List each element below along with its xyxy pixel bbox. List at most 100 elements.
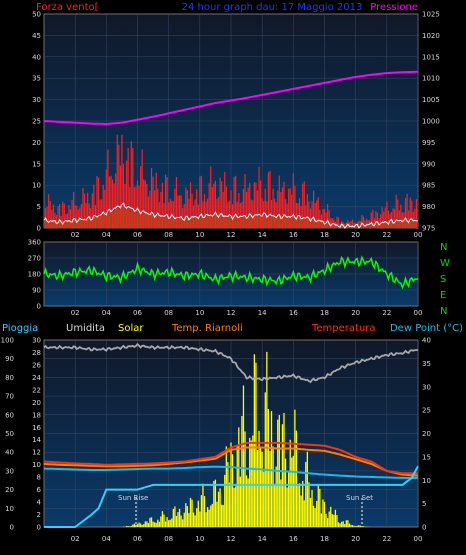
solar-ytick-10: 20 — [32, 399, 41, 407]
thermo-xtick-6: 14 — [258, 535, 267, 543]
wind-xtick-5: 12 — [227, 231, 236, 239]
temp-ytick-0: 0 — [422, 524, 426, 532]
compass-labels: N W S E N — [440, 242, 450, 317]
thermo-xtick-4: 10 — [195, 535, 204, 543]
pressure-ytick-5: 1000 — [422, 118, 440, 126]
wind-xtick-0: 02 — [71, 231, 80, 239]
pioggia-ytick-9: 90 — [5, 355, 14, 363]
wind-ytick-2: 10 — [32, 182, 41, 190]
wind-xtick-2: 06 — [133, 231, 142, 239]
wind-ytick-0: 0 — [37, 225, 41, 233]
pioggia-ytick-3: 30 — [5, 467, 14, 475]
temp-ytick-6: 30 — [422, 383, 431, 391]
dew-point-line — [44, 465, 418, 479]
pressure-ytick-1: 980 — [422, 203, 435, 211]
wind-xtick-7: 16 — [289, 231, 298, 239]
pioggia-ytick-7: 70 — [5, 393, 14, 401]
sunset-label: Sun Set — [346, 494, 373, 502]
chart-title: 24 hour graph dau: 17 Maggio 2013 — [182, 2, 363, 13]
wind-ytick-4: 20 — [32, 139, 41, 147]
pressure-ytick-4: 995 — [422, 139, 435, 147]
dir-xtick-5: 12 — [227, 309, 236, 317]
thermo-xtick-11: 00 — [414, 535, 423, 543]
wind-ytick-8: 40 — [32, 53, 41, 61]
wind-axis-title: Forza vento[ — [36, 2, 99, 13]
dir-xtick-10: 22 — [382, 309, 391, 317]
gridlines — [44, 14, 419, 527]
compass-w: W — [440, 258, 450, 269]
solar-ytick-3: 6 — [37, 486, 42, 494]
legend-temperatura: Temperatura — [311, 323, 376, 334]
solar-ytick-7: 14 — [32, 436, 41, 444]
thermo-xtick-2: 06 — [133, 535, 142, 543]
compass-n-top: N — [440, 242, 447, 253]
temp-ytick-5: 25 — [422, 407, 431, 415]
thermo-xtick-1: 04 — [102, 535, 111, 543]
temp-riarnoli-line — [43, 446, 419, 477]
solar-ytick-1: 2 — [37, 511, 41, 519]
wind-ytick-10: 50 — [32, 11, 41, 19]
wind-ytick-1: 5 — [37, 203, 41, 211]
dir-xtick-2: 06 — [133, 309, 142, 317]
dir-xtick-1: 04 — [102, 309, 111, 317]
dir-xtick-3: 08 — [164, 309, 173, 317]
wind-ytick-9: 45 — [32, 32, 41, 40]
solar-ytick-5: 10 — [32, 461, 41, 469]
thermo-xtick-8: 18 — [320, 535, 329, 543]
thermo-xtick-3: 08 — [164, 535, 173, 543]
solar-ytick-6: 12 — [32, 449, 41, 457]
dir-xtick-7: 16 — [289, 309, 298, 317]
wind-xtick-3: 08 — [164, 231, 173, 239]
wind-ytick-7: 35 — [32, 75, 41, 83]
wind-xtick-6: 14 — [258, 231, 267, 239]
solar-ytick-4: 8 — [37, 474, 41, 482]
temp-ytick-8: 40 — [422, 337, 431, 345]
wind-xtick-9: 20 — [351, 231, 360, 239]
humidity-line — [43, 342, 419, 384]
dir-xtick-0: 02 — [71, 309, 80, 317]
pressure-ytick-10: 1025 — [422, 11, 440, 19]
legend-temp-riarnoli: Temp. Riarnoli — [171, 323, 243, 334]
legend-solar: Solar — [118, 323, 144, 334]
wind-xtick-4: 10 — [195, 231, 204, 239]
pioggia-ytick-10: 100 — [1, 337, 14, 345]
wind-xtick-8: 18 — [320, 231, 329, 239]
compass-s: S — [440, 274, 446, 285]
dir-xtick-6: 14 — [258, 309, 267, 317]
wind-ytick-3: 15 — [32, 160, 41, 168]
dir-ytick-2: 180 — [28, 271, 41, 279]
pressure-ytick-6: 1005 — [422, 96, 440, 104]
rain-line — [44, 465, 419, 528]
thermo-xtick-9: 20 — [351, 535, 360, 543]
compass-n-bottom: N — [440, 306, 447, 317]
legend-pioggia: Pioggia — [2, 323, 38, 334]
pressure-axis-title: Pressione — [370, 2, 418, 13]
direction-line — [43, 255, 419, 290]
dir-ytick-4: 360 — [28, 239, 41, 247]
temp-ytick-1: 5 — [422, 500, 426, 508]
dir-xtick-9: 20 — [351, 309, 360, 317]
temp-ytick-3: 15 — [422, 453, 431, 461]
pioggia-ytick-4: 40 — [5, 449, 14, 457]
pioggia-ytick-1: 10 — [5, 505, 14, 513]
temperature-line — [44, 441, 418, 475]
wind-xtick-10: 22 — [382, 231, 391, 239]
dir-ytick-0: 0 — [37, 303, 41, 311]
pioggia-ytick-8: 80 — [5, 374, 14, 382]
pioggia-ytick-0: 0 — [10, 524, 14, 532]
wind-avg-line — [43, 202, 419, 229]
dir-xtick-11: 00 — [414, 309, 423, 317]
pioggia-ytick-5: 50 — [5, 430, 14, 438]
solar-ytick-15: 30 — [32, 337, 41, 345]
pressure-ytick-2: 985 — [422, 182, 435, 190]
pressure-ytick-9: 1020 — [422, 32, 440, 40]
legend-umidita: Umidita — [66, 323, 105, 334]
pressure-ytick-0: 975 — [422, 225, 435, 233]
sunrise-label: Sun Rise — [118, 494, 148, 502]
solar-ytick-0: 0 — [37, 524, 41, 532]
temp-ytick-7: 35 — [422, 360, 431, 368]
wind-ytick-5: 25 — [32, 118, 41, 126]
compass-e: E — [440, 290, 446, 301]
